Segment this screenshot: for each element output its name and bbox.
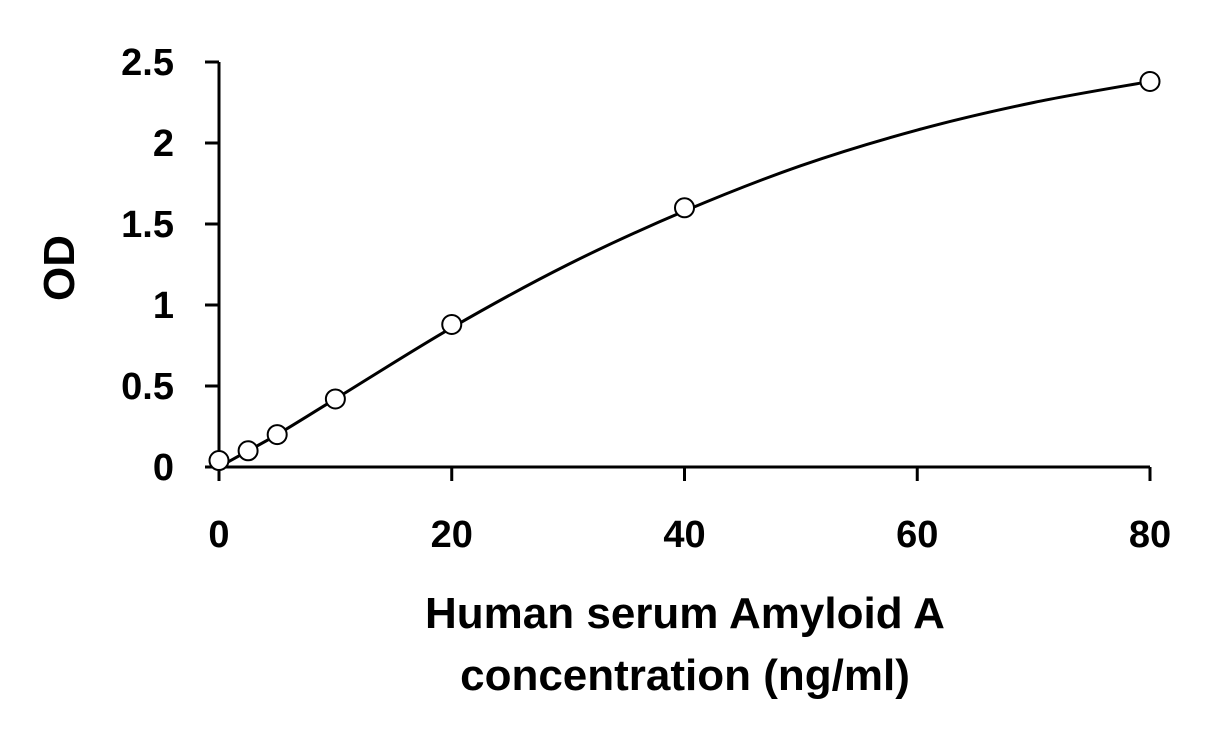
y-tick-label: 1 [153,285,174,327]
fit-curve [218,79,1151,469]
data-points [208,70,1161,472]
x-tick-label: 20 [431,514,473,556]
data-point [266,424,288,446]
y-tick-label: 2.5 [121,42,174,84]
y-tick-label: 0.5 [121,366,174,408]
data-point [237,440,259,462]
data-point [324,388,346,410]
y-tick-label: 0 [153,447,174,489]
data-point [208,450,230,472]
x-axis-title-line-1: Human serum Amyloid A [425,589,945,638]
axes [217,62,1150,469]
fit-curve-layer [218,79,1151,469]
x-tick-label: 60 [896,514,938,556]
y-axis-ticks: 0 0.5 1 1.5 2 2.5 [121,42,219,489]
data-point [441,313,463,335]
x-tick-label: 0 [208,514,229,556]
x-tick-label: 40 [663,514,705,556]
x-axis-ticks: 0 20 40 60 80 [208,467,1171,556]
data-point [1139,70,1161,92]
x-axis-title-line-2: concentration (ng/ml) [460,651,910,700]
data-point [674,197,695,219]
y-axis-title: OD [35,235,84,301]
y-tick-label: 1.5 [121,204,174,246]
x-tick-label: 80 [1129,514,1171,556]
y-tick-label: 2 [153,123,174,165]
